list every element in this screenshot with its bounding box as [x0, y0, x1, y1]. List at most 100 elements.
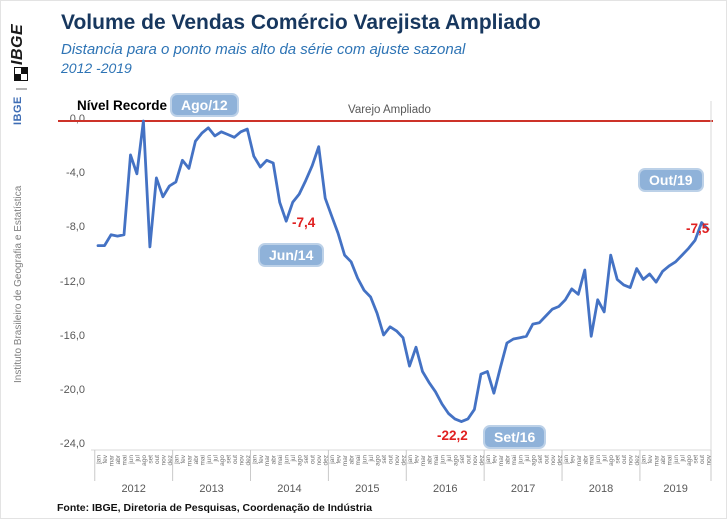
svg-text:ago: ago	[219, 455, 226, 466]
svg-text:fev: fev	[258, 454, 265, 463]
svg-text:2018: 2018	[589, 483, 613, 495]
svg-text:2013: 2013	[199, 483, 223, 495]
svg-text:jun: jun	[595, 455, 602, 465]
series-label: Varejo Ampliado	[348, 104, 431, 116]
value-label-jun14: -7,4	[292, 215, 316, 230]
svg-text:mai: mai	[199, 455, 206, 465]
svg-text:abr: abr	[504, 454, 511, 464]
svg-text:mar: mar	[498, 454, 505, 466]
svg-text:mai: mai	[433, 455, 440, 465]
svg-text:out: out	[465, 455, 472, 464]
svg-text:set: set	[537, 455, 544, 464]
source-note: Fonte: IBGE, Diretoria de Pesquisas, Coo…	[57, 502, 373, 514]
svg-text:nov: nov	[394, 454, 401, 465]
svg-text:fev: fev	[414, 454, 421, 463]
annotation-badge-out19: Out/19	[638, 168, 704, 192]
y-axis-label: -16,0	[59, 329, 85, 342]
svg-text:nov: nov	[628, 454, 635, 465]
svg-text:jun: jun	[128, 455, 135, 465]
record-level-line	[58, 120, 713, 122]
svg-text:mai: mai	[589, 455, 596, 465]
svg-text:out: out	[232, 455, 239, 464]
svg-text:jan: jan	[251, 455, 258, 465]
svg-text:mai: mai	[277, 455, 284, 465]
svg-text:jul: jul	[446, 454, 453, 462]
ibge-flag-icon	[14, 67, 28, 81]
y-axis-label: -12,0	[59, 275, 85, 288]
svg-text:2019: 2019	[663, 483, 687, 495]
svg-text:set: set	[459, 455, 466, 464]
svg-text:nov: nov	[706, 454, 713, 465]
y-axis-label: -4,0	[66, 167, 85, 180]
svg-text:ago: ago	[141, 455, 148, 466]
value-label-set16: -22,2	[437, 428, 468, 443]
svg-text:nov: nov	[316, 454, 323, 465]
svg-text:abr: abr	[582, 454, 589, 464]
page-subtitle: Distancia para o ponto mais alto da séri…	[61, 41, 466, 58]
svg-text:abr: abr	[271, 454, 278, 464]
svg-text:mar: mar	[342, 454, 349, 466]
svg-text:fev: fev	[336, 454, 343, 463]
svg-text:ago: ago	[530, 455, 537, 466]
svg-text:fev: fev	[647, 454, 654, 463]
svg-text:mar: mar	[576, 454, 583, 466]
svg-text:fev: fev	[102, 454, 109, 463]
svg-text:jul: jul	[524, 454, 531, 462]
svg-text:ago: ago	[686, 455, 693, 466]
svg-text:dez: dez	[323, 455, 330, 465]
svg-text:dez: dez	[634, 455, 641, 465]
period-label: 2012 -2019	[61, 60, 132, 76]
svg-text:jul: jul	[680, 454, 687, 462]
svg-text:2016: 2016	[433, 483, 457, 495]
svg-text:dez: dez	[556, 455, 563, 465]
svg-text:abr: abr	[426, 454, 433, 464]
svg-text:out: out	[543, 455, 550, 464]
svg-text:mar: mar	[420, 454, 427, 466]
svg-text:abr: abr	[349, 454, 356, 464]
svg-text:mai: mai	[355, 455, 362, 465]
svg-text:dez: dez	[245, 455, 252, 465]
svg-text:set: set	[225, 455, 232, 464]
svg-text:out: out	[621, 455, 628, 464]
svg-text:set: set	[615, 455, 622, 464]
svg-text:out: out	[699, 455, 706, 464]
y-axis-label: -8,0	[66, 221, 85, 234]
svg-text:jan: jan	[96, 455, 103, 465]
svg-text:2017: 2017	[511, 483, 535, 495]
svg-text:ago: ago	[375, 455, 382, 466]
svg-text:abr: abr	[193, 454, 200, 464]
svg-text:jul: jul	[602, 454, 609, 462]
svg-text:out: out	[310, 455, 317, 464]
svg-text:mai: mai	[667, 455, 674, 465]
svg-text:set: set	[693, 455, 700, 464]
svg-text:jun: jun	[439, 455, 446, 465]
svg-text:jul: jul	[368, 454, 375, 462]
svg-text:out: out	[388, 455, 395, 464]
y-axis-label: -24,0	[59, 438, 85, 451]
svg-text:ago: ago	[297, 455, 304, 466]
svg-text:jul: jul	[134, 454, 141, 462]
svg-text:set: set	[381, 455, 388, 464]
svg-text:dez: dez	[478, 455, 485, 465]
svg-text:2015: 2015	[355, 483, 379, 495]
svg-text:jun: jun	[673, 455, 680, 465]
svg-text:nov: nov	[160, 454, 167, 465]
svg-text:jun: jun	[517, 455, 524, 465]
svg-text:jan: jan	[485, 455, 492, 465]
sidebar-separator	[16, 88, 27, 90]
page-title: Volume de Vendas Comércio Varejista Ampl…	[61, 11, 541, 34]
svg-text:nov: nov	[238, 454, 245, 465]
annotation-badge-jun14: Jun/14	[258, 243, 325, 267]
svg-text:jun: jun	[284, 455, 291, 465]
y-axis-label: -20,0	[59, 383, 85, 396]
svg-text:dez: dez	[167, 455, 174, 465]
svg-text:2014: 2014	[277, 483, 301, 495]
svg-text:dez: dez	[401, 455, 408, 465]
svg-text:abr: abr	[660, 454, 667, 464]
svg-text:ago: ago	[452, 455, 459, 466]
svg-text:mai: mai	[511, 455, 518, 465]
annotation-badge-set16: Set/16	[483, 425, 547, 449]
svg-text:jun: jun	[206, 455, 213, 465]
